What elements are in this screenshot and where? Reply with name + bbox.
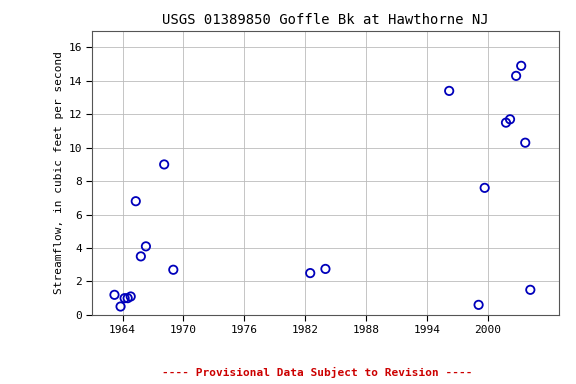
Point <box>505 116 514 122</box>
Point <box>526 287 535 293</box>
Point <box>321 266 330 272</box>
Point <box>116 303 125 310</box>
Point <box>511 73 521 79</box>
Point <box>141 243 150 250</box>
Point <box>306 270 315 276</box>
Point <box>126 293 135 300</box>
Point <box>110 292 119 298</box>
Point <box>445 88 454 94</box>
Point <box>474 302 483 308</box>
Point <box>480 185 489 191</box>
Point <box>501 119 510 126</box>
Point <box>517 63 526 69</box>
Point <box>131 198 141 204</box>
Title: USGS 01389850 Goffle Bk at Hawthorne NJ: USGS 01389850 Goffle Bk at Hawthorne NJ <box>162 13 489 27</box>
Point <box>123 295 132 301</box>
Point <box>521 140 530 146</box>
Point <box>137 253 146 260</box>
Text: ---- Provisional Data Subject to Revision ----: ---- Provisional Data Subject to Revisio… <box>161 367 472 378</box>
Point <box>169 266 178 273</box>
Point <box>160 161 169 167</box>
Point <box>120 295 129 301</box>
Y-axis label: Streamflow, in cubic feet per second: Streamflow, in cubic feet per second <box>54 51 64 294</box>
